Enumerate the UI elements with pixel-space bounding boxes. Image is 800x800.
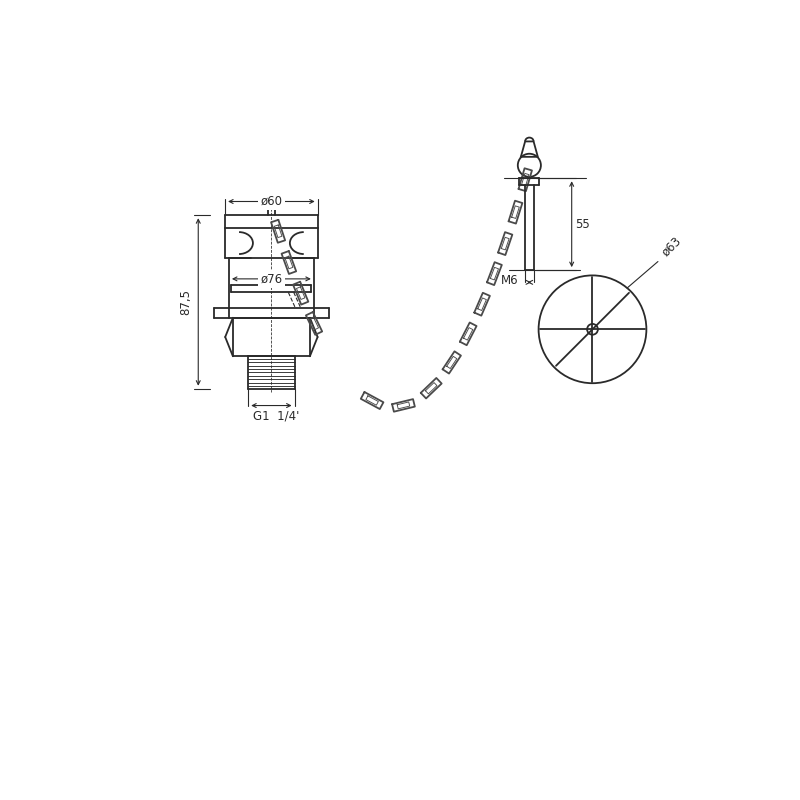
Text: ø63: ø63 (659, 234, 684, 258)
Text: 55: 55 (575, 218, 590, 230)
Text: ø60: ø60 (260, 195, 282, 208)
Text: ø76: ø76 (260, 272, 282, 286)
Text: 87,5: 87,5 (179, 289, 193, 315)
Text: M6: M6 (501, 274, 518, 287)
Text: G1  1/4': G1 1/4' (253, 409, 299, 422)
